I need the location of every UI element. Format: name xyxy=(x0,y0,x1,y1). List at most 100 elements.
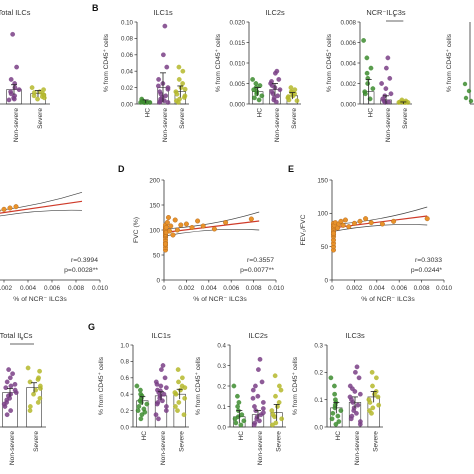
data-point xyxy=(25,365,31,371)
data-point xyxy=(4,397,10,403)
x-tick-label: 0.002 xyxy=(178,285,194,292)
x-tick-label: 0.006 xyxy=(223,285,239,292)
data-point xyxy=(139,96,145,102)
y-tick-label: 0.000 xyxy=(230,101,246,108)
data-point xyxy=(357,421,363,427)
data-point xyxy=(35,377,41,382)
y-tick-label: 0.000 xyxy=(341,101,357,108)
category-label: Non-severe xyxy=(162,108,169,142)
x-tick-label: 0 xyxy=(162,285,166,292)
data-point xyxy=(364,70,370,76)
data-point xyxy=(385,55,391,61)
data-point xyxy=(338,408,344,413)
data-point xyxy=(260,400,266,405)
data-point xyxy=(270,422,275,428)
category-label: Non-severe xyxy=(9,431,16,465)
data-point xyxy=(251,422,257,428)
data-point xyxy=(178,387,183,393)
data-point xyxy=(6,97,12,103)
panel-A: Total ILCs Non-severe Severe xyxy=(0,8,50,142)
data-point xyxy=(261,410,266,415)
data-point xyxy=(156,83,161,89)
confidence-band-upper xyxy=(0,191,83,211)
data-point xyxy=(41,87,46,93)
data-point xyxy=(158,388,163,394)
y-tick-label: 200 xyxy=(149,177,160,184)
data-point xyxy=(195,218,201,224)
data-point xyxy=(254,91,260,97)
data-point xyxy=(277,383,282,389)
data-point xyxy=(278,387,284,393)
data-point xyxy=(286,94,291,99)
data-point xyxy=(236,400,242,405)
y-tick-label: 0.06 xyxy=(121,52,134,59)
y-tick-label: 100 xyxy=(317,211,328,218)
data-point xyxy=(8,408,14,413)
data-point xyxy=(275,93,281,99)
data-point xyxy=(156,416,161,422)
y-axis-label: FEV₁/FVC xyxy=(300,214,307,245)
category-label: HC xyxy=(238,431,245,441)
data-point xyxy=(294,98,300,104)
panel-title: ILC1s xyxy=(153,8,173,17)
x-axis-label: % of NCR⁻ ILC3s xyxy=(361,296,415,303)
data-point xyxy=(370,405,376,411)
data-point xyxy=(183,221,189,227)
category-label: Severe xyxy=(179,108,186,129)
significance-star: * xyxy=(21,338,24,345)
data-point xyxy=(368,65,374,71)
y-axis-label: % from CD45⁺ cells xyxy=(292,356,299,415)
correlation-p: p=0.0244* xyxy=(411,267,443,274)
y-axis-label: % from CD45⁺ cells xyxy=(326,33,333,92)
data-point xyxy=(468,98,474,104)
data-point xyxy=(379,81,384,86)
data-point xyxy=(167,228,173,234)
category-label: Non-severe xyxy=(385,108,392,142)
y-tick-label: 100 xyxy=(149,227,160,234)
data-point xyxy=(16,87,22,93)
y-tick-label: 0.3 xyxy=(314,342,323,349)
data-point xyxy=(365,76,371,81)
data-point xyxy=(362,89,368,95)
data-point xyxy=(332,383,337,389)
data-point xyxy=(13,204,19,210)
data-point xyxy=(175,367,181,372)
data-point xyxy=(382,100,388,105)
correlation-r: r=0.3557 xyxy=(247,257,274,264)
data-point xyxy=(348,416,354,422)
data-point xyxy=(8,77,14,82)
data-point xyxy=(231,383,237,389)
data-point xyxy=(354,364,360,370)
data-point xyxy=(6,367,11,372)
x-axis-label: % of NCR⁻ ILC3s xyxy=(13,296,67,303)
data-point xyxy=(354,410,359,416)
y-tick-label: 0.1 xyxy=(217,404,226,411)
data-point xyxy=(176,400,182,405)
data-point xyxy=(270,91,276,97)
panel-B4-partial: % from CD45⁺ cells xyxy=(446,22,474,105)
data-point xyxy=(248,216,254,222)
data-point xyxy=(163,408,169,413)
y-tick-label: 0.00 xyxy=(121,101,134,108)
data-point xyxy=(365,81,371,86)
x-tick-label: 0.010 xyxy=(268,285,284,292)
data-point xyxy=(168,223,174,229)
category-label: Severe xyxy=(178,431,185,452)
y-axis-label: % from CD45⁺ cells xyxy=(215,33,222,92)
confidence-band-upper xyxy=(163,211,260,230)
data-point xyxy=(134,383,140,389)
data-point xyxy=(156,77,161,82)
data-point xyxy=(135,408,141,413)
data-point xyxy=(138,387,143,393)
data-point xyxy=(33,387,39,393)
data-point xyxy=(370,86,376,91)
data-point xyxy=(10,371,15,377)
data-point xyxy=(342,217,348,223)
data-point xyxy=(181,412,187,418)
y-tick-label: 0.6 xyxy=(120,375,129,382)
data-point xyxy=(182,385,188,390)
correlation-r: r=0.3994 xyxy=(71,257,98,264)
data-point xyxy=(357,391,363,397)
data-point xyxy=(279,416,285,422)
data-point xyxy=(180,81,185,86)
